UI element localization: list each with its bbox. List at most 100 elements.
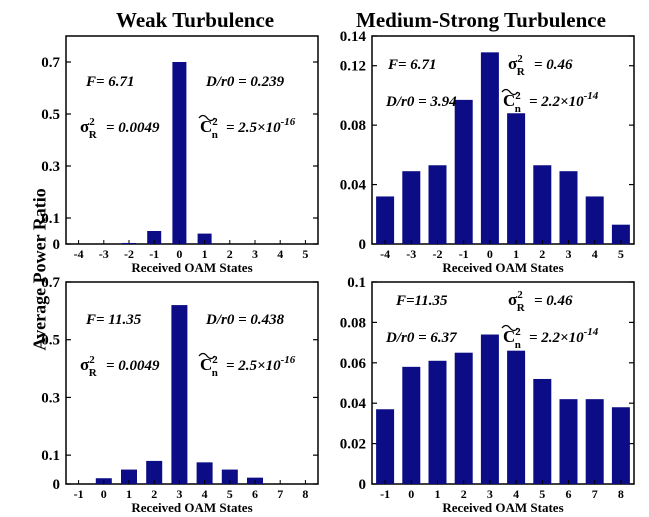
x-tick-label: 2: [461, 487, 467, 501]
bar-6: [559, 399, 578, 484]
bar-2: [454, 352, 473, 484]
bar-1: [121, 469, 137, 484]
x-tick-label: -1: [380, 487, 390, 501]
x-tick-label: 0: [408, 487, 414, 501]
y-tick-label: 0.14: [340, 29, 367, 45]
x-tick-label: 2: [539, 247, 545, 261]
bar-0: [402, 366, 421, 484]
bar--1: [454, 99, 473, 244]
y-tick-label: 0: [53, 477, 61, 493]
bar-3: [480, 334, 499, 484]
y-tick-label: 0.1: [41, 211, 60, 227]
annotation-cn2: C2 n: [503, 90, 521, 115]
annotation-sigma-value: = 0.0049: [106, 120, 160, 136]
annotation-cn2-value: = 2.2×10-14: [529, 90, 599, 110]
annotation-sigma-value: = 0.46: [534, 293, 573, 309]
x-tick-label: 0: [487, 247, 493, 261]
y-tick-label: 0.12: [340, 59, 366, 75]
bar--4: [376, 196, 395, 244]
bar-2: [146, 460, 163, 484]
bar-7: [585, 399, 604, 484]
y-tick-label: 0.3: [41, 159, 60, 175]
x-tick-label: 4: [277, 247, 283, 261]
x-tick-label: -3: [99, 247, 109, 261]
x-tick-label: 7: [592, 487, 598, 501]
x-tick-label: 1: [202, 247, 208, 261]
bar-1: [507, 113, 526, 244]
bar--3: [402, 171, 421, 244]
x-tick-label: 3: [252, 247, 258, 261]
column-title-weak: Weak Turbulence: [116, 8, 275, 32]
bar-4: [507, 350, 526, 484]
column-title-medium-strong: Medium-Strong Turbulence: [356, 8, 606, 32]
y-tick-label: 0.06: [340, 356, 367, 372]
x-tick-label: 3: [566, 247, 572, 261]
bar-4: [585, 196, 604, 244]
x-tick-label: -1: [74, 487, 84, 501]
plot-frame-2: [371, 35, 635, 245]
tilde-mark: [501, 324, 519, 332]
bar-5: [533, 378, 552, 484]
tilde-mark: [501, 88, 519, 96]
annotation-cn2: C2 n: [200, 354, 218, 379]
bar-3: [171, 305, 188, 484]
bar--1: [147, 231, 162, 244]
x-tick-label: 4: [202, 487, 208, 501]
tilde-mark: [198, 114, 216, 122]
x-axis-label: Received OAM States: [131, 500, 252, 515]
y-tick-label: 0.7: [41, 275, 60, 291]
plot-frame-3: [65, 281, 319, 485]
x-tick-label: 7: [277, 487, 283, 501]
x-tick-label: 3: [176, 487, 182, 501]
x-tick-label: -1: [149, 247, 159, 261]
bar-3: [559, 171, 578, 244]
x-tick-label: 5: [227, 487, 233, 501]
x-tick-label: -1: [459, 247, 469, 261]
x-tick-label: -4: [74, 247, 84, 261]
bar-1: [197, 233, 212, 244]
annotation-fried-parameter: F= 11.35: [85, 312, 142, 328]
x-axis-label: Received OAM States: [442, 260, 563, 275]
annotation-d-r0: D/r0 = 6.37: [385, 330, 457, 346]
x-tick-label: 0: [101, 487, 107, 501]
x-tick-label: 8: [302, 487, 308, 501]
y-tick-label: 0.1: [41, 448, 60, 464]
y-tick-label: 0.5: [41, 333, 60, 349]
annotation-sigma-r2: σ2 R: [508, 289, 526, 314]
bar--1: [376, 409, 395, 484]
x-tick-label: 0: [176, 247, 182, 261]
bar-2: [533, 165, 552, 244]
annotation-cn2-value: = 2.5×10-16: [226, 116, 296, 136]
x-tick-label: -2: [433, 247, 443, 261]
annotation-d-r0: D/r0 = 0.438: [205, 312, 285, 328]
x-tick-label: 1: [513, 247, 519, 261]
y-tick-label: 0.02: [340, 437, 366, 453]
x-tick-label: 1: [126, 487, 132, 501]
bar-4: [196, 462, 213, 484]
annotation-cn2: C2 n: [200, 116, 218, 141]
x-tick-label: 1: [435, 487, 441, 501]
annotation-sigma-r2: σ2 R: [508, 53, 526, 78]
plot-frame-4: [371, 281, 635, 485]
y-tick-label: 0.08: [340, 315, 366, 331]
y-tick-label: 0: [53, 237, 61, 253]
bar-0: [480, 52, 499, 244]
x-tick-label: 8: [618, 487, 624, 501]
x-tick-label: 4: [592, 247, 598, 261]
annotation-cn2-value: = 2.5×10-16: [226, 354, 296, 374]
x-tick-label: -2: [124, 247, 134, 261]
x-tick-label: -3: [406, 247, 416, 261]
annotation-fried-parameter: F= 6.71: [387, 57, 437, 73]
annotation-sigma-r2: σ2 R: [80, 116, 98, 141]
y-tick-label: 0: [359, 477, 367, 493]
y-tick-label: 0: [359, 237, 367, 253]
y-tick-label: 0.04: [340, 178, 367, 194]
y-tick-label: 0.5: [41, 107, 60, 123]
bar-5: [221, 469, 238, 484]
annotation-d-r0: D/r0 = 3.94: [385, 94, 457, 110]
y-tick-label: 0.08: [340, 118, 366, 134]
x-tick-label: 3: [487, 487, 493, 501]
annotation-sigma-value: = 0.0049: [106, 358, 160, 374]
x-tick-label: 5: [618, 247, 624, 261]
